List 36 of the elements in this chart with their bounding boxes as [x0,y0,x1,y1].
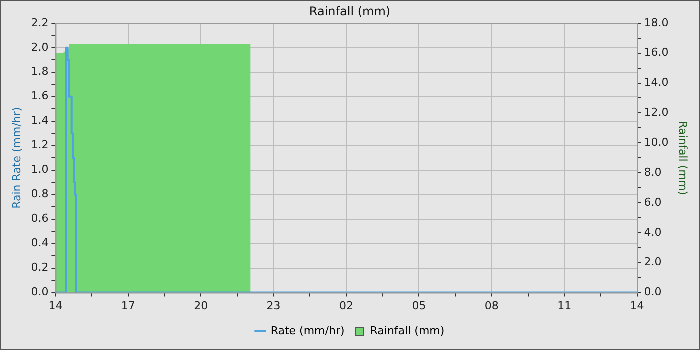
x-tick-label: 23 [266,299,281,312]
y2-tick-label: 4.0 [644,226,662,239]
y-tick-label: 1.2 [31,138,49,152]
y2-tick-label: 12.0 [644,106,669,120]
x-tick-label: 02 [340,299,354,312]
x-tick-label: 11 [558,299,572,312]
x-tick-label: 14 [48,299,63,312]
legend-label: Rainfall (mm) [370,324,445,338]
y-tick-label: 1.6 [31,90,49,103]
x-tick-label: 14 [630,299,644,312]
y-tick-label: 1.4 [31,114,49,128]
x-tick-label: 20 [194,299,208,312]
y-tick-label: 1.8 [31,65,49,78]
y2-tick-label: 6.0 [644,196,662,209]
y2-tick-label: 0.0 [644,286,662,299]
y2-tick-label: 2.0 [644,256,662,269]
y2-tick-label: 14.0 [644,76,669,90]
y-tick-label: 0.8 [31,188,49,201]
y2-tick-label: 18.0 [644,16,669,30]
chart-title: Rainfall (mm) [309,4,391,18]
legend-label: Rate (mm/hr) [270,324,345,338]
y2-axis-title: Rainfall (mm) [676,120,690,196]
y2-tick-label: 8.0 [644,166,662,179]
y-tick-label: 1.0 [31,163,49,176]
y-tick-label: 0.0 [31,286,49,299]
y-axis-title: Rain Rate (mm/hr) [10,107,24,209]
y-tick-label: 2.2 [31,16,49,30]
y2-tick-label: 16.0 [644,46,669,60]
y-tick-label: 0.6 [31,212,49,226]
x-tick-label: 05 [412,299,426,312]
x-tick-label: 17 [121,299,136,312]
y2-tick-label: 10.0 [644,136,669,149]
y-tick-label: 0.2 [31,261,49,274]
x-tick-label: 08 [484,299,499,312]
y-tick-label: 2.0 [31,40,49,54]
y-tick-label: 0.4 [31,236,49,250]
